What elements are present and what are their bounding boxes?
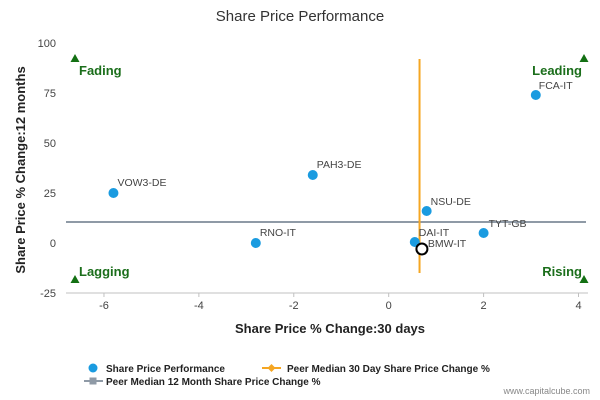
leading-marker-icon bbox=[579, 54, 589, 62]
quadrant-labels: Fading Leading Lagging Rising bbox=[70, 54, 589, 283]
y-tick-label: 75 bbox=[44, 88, 56, 100]
data-point bbox=[250, 238, 261, 248]
data-point bbox=[421, 206, 432, 216]
median-lines bbox=[66, 59, 586, 273]
legend-square-icon bbox=[89, 377, 97, 385]
y-tick-label: 0 bbox=[50, 238, 56, 250]
x-tick-label: -4 bbox=[194, 300, 204, 312]
data-points: FCA-IT PAH3-DE VOW3-DE NSU-DE TYT-GB RNO-IT DA… bbox=[108, 80, 573, 256]
legend: Share Price Performance Peer Median 30 Da… bbox=[84, 363, 490, 388]
x-axis-title: Share Price % Change:30 days bbox=[235, 321, 425, 336]
data-point bbox=[108, 188, 119, 198]
legend-label: Peer Median 30 Day Share Price Change % bbox=[287, 364, 490, 375]
data-point-label: NSU-DE bbox=[431, 196, 471, 208]
quadrant-label-rising: Rising bbox=[542, 264, 582, 279]
x-tick-label: 4 bbox=[575, 300, 581, 312]
x-tick-label: 2 bbox=[481, 300, 487, 312]
data-point-label: DAI-IT bbox=[419, 227, 450, 239]
y-tick-label: 50 bbox=[44, 138, 56, 150]
data-point-highlight bbox=[415, 242, 429, 256]
axis-ticks: -6 -4 -2 0 2 4 -25 0 25 50 75 100 bbox=[38, 38, 582, 312]
fading-marker-icon bbox=[70, 54, 80, 62]
legend-label: Share Price Performance bbox=[106, 364, 225, 375]
legend-label: Peer Median 12 Month Share Price Change … bbox=[106, 377, 321, 388]
lagging-marker-icon bbox=[70, 275, 80, 283]
data-point bbox=[530, 90, 541, 100]
quadrant-label-fading: Fading bbox=[79, 63, 122, 78]
data-point-label: FCA-IT bbox=[539, 80, 573, 92]
chart-title: Share Price Performance bbox=[216, 8, 384, 25]
data-point-label: TYT-GB bbox=[489, 218, 527, 230]
y-axis-title: Share Price % Change:12 months bbox=[13, 66, 28, 273]
data-point bbox=[478, 228, 489, 238]
data-point-label: BMW-IT bbox=[428, 238, 467, 250]
legend-diamond-icon bbox=[267, 364, 276, 372]
quadrant-label-leading: Leading bbox=[532, 63, 582, 78]
x-tick-label: -6 bbox=[99, 300, 109, 312]
quadrant-label-lagging: Lagging bbox=[79, 264, 130, 279]
x-tick-label: -2 bbox=[289, 300, 299, 312]
rising-marker-icon bbox=[579, 275, 589, 283]
legend-dot-icon bbox=[88, 363, 98, 373]
data-point-label: RNO-IT bbox=[260, 227, 297, 239]
y-tick-label: 25 bbox=[44, 188, 56, 200]
y-tick-label: 100 bbox=[38, 38, 56, 50]
y-tick-label: -25 bbox=[40, 288, 56, 300]
x-tick-label: 0 bbox=[386, 300, 392, 312]
data-point bbox=[307, 170, 318, 180]
data-point-label: PAH3-DE bbox=[317, 159, 362, 171]
data-point-label: VOW3-DE bbox=[117, 177, 166, 189]
credit-text: www.capitalcube.com bbox=[502, 386, 590, 396]
